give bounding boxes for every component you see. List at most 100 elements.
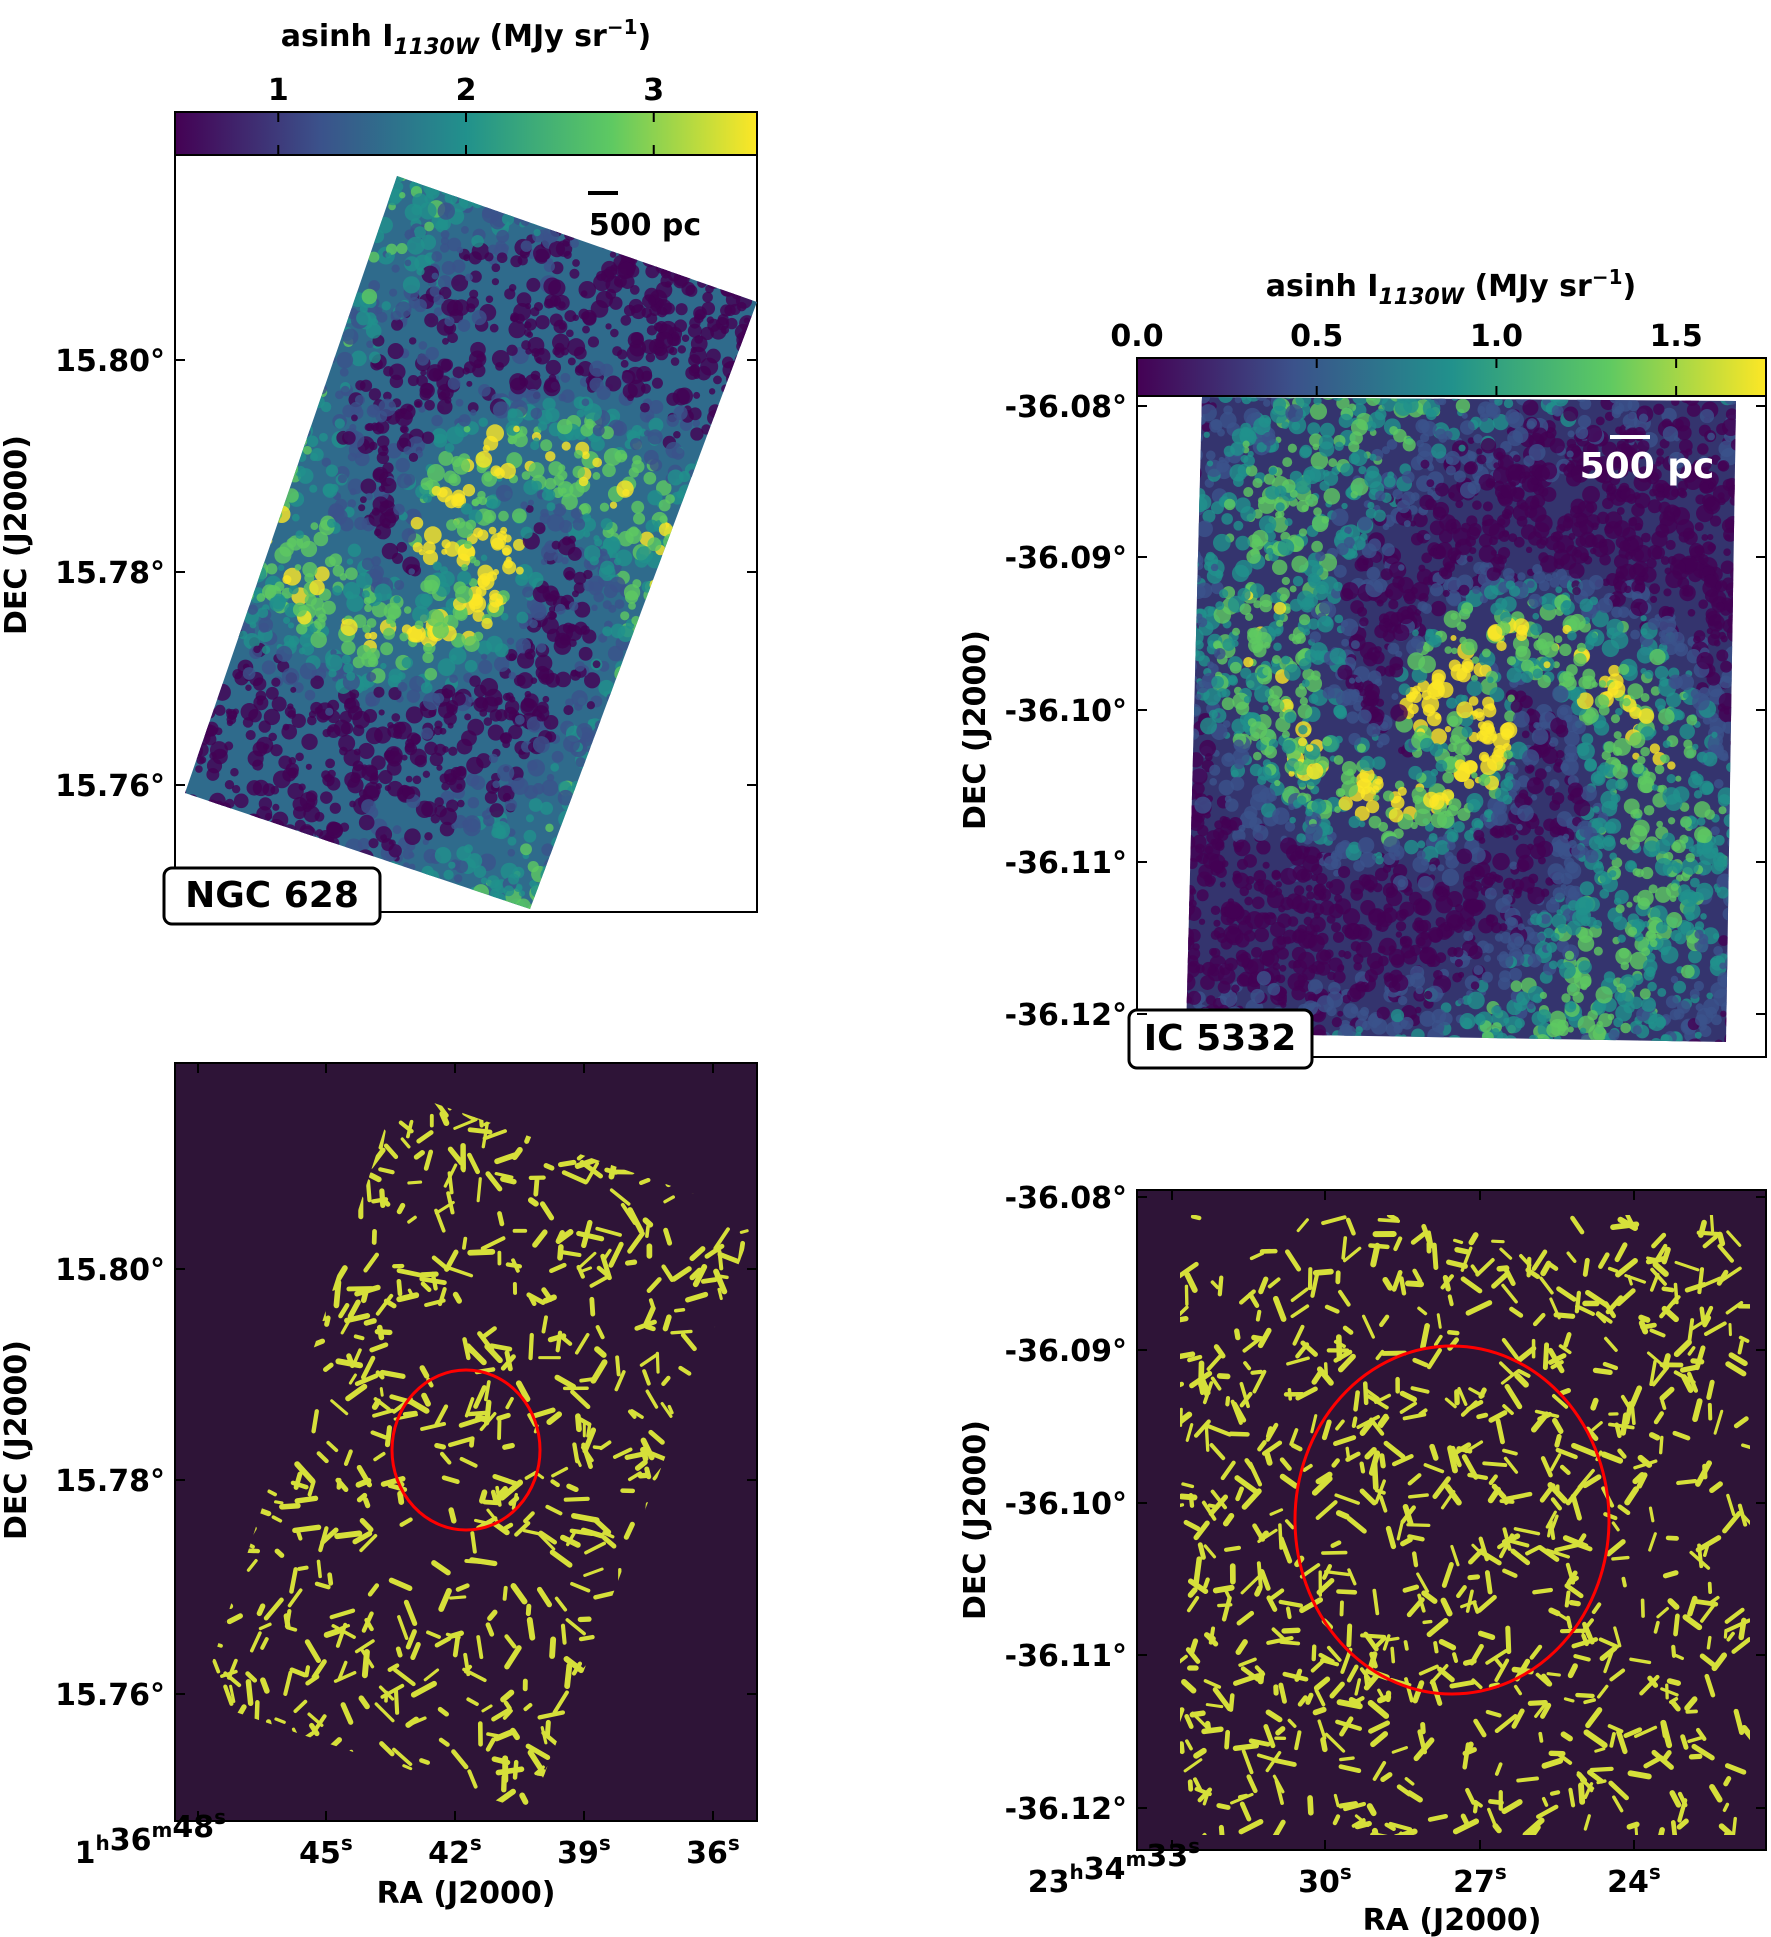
colorbar-tick-label: 1.0 <box>1470 319 1523 354</box>
filament <box>378 1129 386 1150</box>
filament <box>354 1373 379 1387</box>
filament <box>1549 1297 1561 1320</box>
filament <box>1555 1447 1578 1460</box>
filament <box>1416 1572 1430 1594</box>
filament <box>1203 1544 1217 1559</box>
filament <box>1591 1602 1602 1615</box>
filament <box>1672 1430 1691 1441</box>
filament <box>1687 1318 1695 1346</box>
filament <box>1433 1334 1443 1347</box>
filament <box>505 1396 514 1410</box>
filament <box>1559 1388 1571 1396</box>
filament <box>1184 1714 1194 1729</box>
filament <box>407 1180 423 1185</box>
filament <box>431 1255 450 1272</box>
filament <box>1576 1771 1588 1784</box>
filament <box>1248 1738 1271 1747</box>
filament <box>569 1528 595 1537</box>
galaxy-label-box-c <box>1127 1008 1314 1070</box>
filament <box>1405 1280 1424 1288</box>
filament <box>1568 1787 1576 1808</box>
filament <box>1476 1594 1497 1613</box>
filament <box>1242 1339 1259 1353</box>
filament <box>525 1743 551 1760</box>
filament <box>423 1149 434 1171</box>
filament <box>379 1741 395 1757</box>
panel-ic5332-filaments: -36.08° -36.09° -36.10° -36.11° -36.12° 23h34… <box>958 1181 1767 1937</box>
filament <box>1256 1753 1276 1762</box>
filament <box>482 1326 497 1339</box>
filament <box>578 1634 595 1642</box>
filament <box>405 1629 417 1650</box>
filament <box>670 1329 693 1335</box>
filament <box>1235 1639 1248 1655</box>
filament <box>1694 1345 1706 1371</box>
ylabel-a: DEC (J2000) <box>0 435 34 635</box>
filament <box>1281 1627 1301 1634</box>
filament <box>1198 1373 1211 1396</box>
filament <box>575 1413 582 1433</box>
filament <box>324 1315 331 1327</box>
filament <box>434 1404 449 1427</box>
filament <box>512 1759 519 1780</box>
filament <box>403 1599 418 1626</box>
filament <box>1494 1713 1518 1734</box>
filament <box>453 1118 478 1130</box>
filament <box>1485 1649 1508 1665</box>
filament <box>1473 1799 1483 1808</box>
filament <box>402 1410 418 1417</box>
filament <box>1671 1644 1677 1658</box>
filament <box>581 1219 593 1249</box>
filament <box>446 1191 455 1215</box>
y-tick-label: 15.76° <box>55 769 165 804</box>
filament <box>623 1521 635 1540</box>
filament <box>1224 1545 1242 1552</box>
filament <box>1591 1421 1603 1432</box>
filament <box>256 1507 272 1517</box>
filament <box>1382 1634 1391 1651</box>
filament <box>1217 1275 1224 1297</box>
colorbar-tick-label: 0.5 <box>1290 319 1343 354</box>
filament <box>1287 1718 1297 1728</box>
filament <box>1529 1644 1543 1660</box>
filament <box>495 1485 502 1507</box>
filament <box>704 1243 725 1259</box>
filament <box>1286 1356 1310 1366</box>
filament <box>1499 1533 1514 1559</box>
filament <box>1468 1232 1479 1246</box>
filament <box>1651 1749 1674 1770</box>
filament <box>1204 1424 1210 1452</box>
filament <box>530 1407 556 1419</box>
filament <box>1184 1271 1198 1293</box>
filament <box>503 1522 514 1531</box>
filament <box>586 1424 592 1438</box>
filament <box>1630 1405 1636 1426</box>
filament <box>1702 1315 1712 1328</box>
filament <box>1407 1473 1422 1486</box>
filament <box>1625 1215 1634 1225</box>
filament <box>497 1211 505 1227</box>
filament <box>504 1350 513 1372</box>
filament <box>1475 1258 1495 1277</box>
filament <box>1723 1628 1728 1639</box>
filament <box>1505 1491 1533 1501</box>
filament <box>1716 1269 1729 1286</box>
filament <box>467 1152 481 1175</box>
filament <box>543 1163 555 1171</box>
ic5332-image <box>1186 397 1736 1042</box>
filament <box>406 1119 414 1139</box>
filament <box>1607 1724 1624 1734</box>
panel-ngc628-intensity: asinh I1130W (MJy sr−1) 1 2 3 500 pc NGC 6… <box>0 15 758 926</box>
filament <box>1529 1824 1541 1835</box>
filament <box>1342 1325 1354 1335</box>
filament <box>1257 1327 1272 1349</box>
filament <box>1186 1595 1200 1613</box>
filament <box>1241 1488 1262 1510</box>
filament <box>1549 1453 1562 1472</box>
filament <box>1647 1675 1659 1688</box>
y-tick-label: -36.12° <box>1005 1792 1127 1827</box>
filament <box>527 1413 537 1427</box>
filament <box>1611 1555 1630 1561</box>
filament <box>1369 1417 1385 1436</box>
filament <box>449 1595 467 1600</box>
